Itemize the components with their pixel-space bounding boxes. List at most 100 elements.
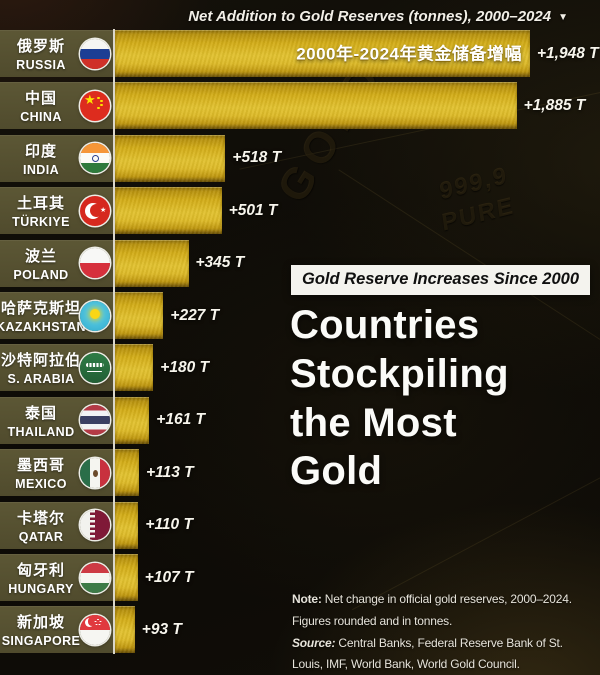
country-name-zh: 俄罗斯 xyxy=(16,38,65,55)
bar-russia: 2000年-2024年黄金储备增幅 xyxy=(115,30,530,77)
bar-mexico xyxy=(115,449,140,497)
country-name-zh: 中国 xyxy=(24,90,57,108)
flag-part xyxy=(93,469,98,477)
country-name-en: KAZAKHSTAN xyxy=(0,320,86,334)
country-name-en: THAILAND xyxy=(7,424,75,439)
axis-baseline xyxy=(113,29,115,654)
country-label: 墨西哥 MEXICO xyxy=(0,449,82,496)
bar-india xyxy=(115,134,226,182)
footnote-text: Central Banks, Federal Reserve Bank of S… xyxy=(335,635,563,650)
row-label-panel: 泰国 THAILAND xyxy=(0,396,113,444)
bar-saudi-arabia xyxy=(115,344,154,392)
row-thailand: 泰国 THAILAND +161 T xyxy=(0,396,600,444)
row-mexico: 墨西哥 MEXICO +113 T xyxy=(0,449,600,497)
country-name-en: TÜRKIYE xyxy=(12,215,70,230)
footnote-line: Louis, IMF, World Bank, World Gold Counc… xyxy=(292,654,598,675)
bar-hungary xyxy=(115,554,138,601)
country-name-en: MEXICO xyxy=(15,477,67,492)
footnote: Note: Net change in official gold reserv… xyxy=(292,589,598,675)
hungary-flag-icon xyxy=(80,562,110,593)
country-name-zh: 沙特阿拉伯 xyxy=(0,352,81,370)
country-name-en: QATAR xyxy=(18,529,64,544)
country-name-en: HUNGARY xyxy=(8,582,74,596)
row-label-panel: 土耳其 TÜRKIYE xyxy=(0,187,113,235)
footnote-text: Louis, IMF, World Bank, World Gold Counc… xyxy=(292,657,520,672)
china-flag-icon xyxy=(80,90,110,121)
country-name-en: CHINA xyxy=(20,110,62,125)
bar-value-label: +1,948 T xyxy=(537,44,599,62)
bar-turkiye xyxy=(115,187,222,235)
page-title-line-1: Countries xyxy=(290,303,480,347)
chart-title-label: Net Addition to Gold Reserves (tonnes), … xyxy=(188,8,552,25)
section-badge: Gold Reserve Increases Since 2000 xyxy=(291,265,591,295)
country-name-zh: 墨西哥 xyxy=(16,457,65,475)
india-flag-icon xyxy=(80,143,110,174)
russia-flag-icon xyxy=(80,38,110,69)
row-china: 中国 CHINA +1,885 T xyxy=(0,82,600,130)
row-russia: 俄罗斯 RUSSIA 2000年-2024年黄金储备增幅 +1,948 T xyxy=(0,30,600,77)
bar-value-label: +501 T xyxy=(228,201,278,219)
chart-title-dropdown[interactable]: Net Addition to Gold Reserves (tonnes), … xyxy=(188,8,568,25)
country-label: 土耳其 TÜRKIYE xyxy=(0,187,82,234)
footnote-line: Note: Net change in official gold reserv… xyxy=(292,589,598,611)
country-name-zh: 波兰 xyxy=(24,247,57,265)
row-label-panel: 中国 CHINA xyxy=(0,82,113,130)
country-label: 新加坡 SINGAPORE xyxy=(0,606,82,653)
flag-part xyxy=(87,370,102,373)
row-saudi-arabia: 沙特阿拉伯 S. ARABIA +180 T xyxy=(0,344,600,392)
bar-china xyxy=(115,82,517,130)
bar-value-label: +1,885 T xyxy=(523,96,586,114)
country-label: 哈萨克斯坦 KAZAKHSTAN xyxy=(0,292,86,339)
row-kazakhstan: 哈萨克斯坦 KAZAKHSTAN +227 T xyxy=(0,292,600,339)
bar-value-label: +345 T xyxy=(195,254,245,272)
country-name-en: POLAND xyxy=(13,267,69,282)
footnote-text: Net change in official gold reserves, 20… xyxy=(321,592,572,606)
row-label-panel: 俄罗斯 RUSSIA xyxy=(0,30,113,77)
page-title-line-4: Gold xyxy=(290,449,383,494)
bar-thailand xyxy=(115,396,150,444)
qatar-flag-icon xyxy=(80,510,110,541)
footnote-source-label: Source: xyxy=(292,635,336,650)
country-label: 俄罗斯 RUSSIA xyxy=(0,30,82,77)
country-name-en: SINGAPORE xyxy=(1,634,81,649)
kazakhstan-flag-icon xyxy=(80,300,110,331)
bar-kazakhstan xyxy=(115,292,164,339)
bar-overlay-label-zh: 2000年-2024年黄金储备增幅 xyxy=(296,44,522,63)
row-label-panel: 新加坡 SINGAPORE xyxy=(0,606,113,654)
page-title: Countries Stockpiling the Most Gold xyxy=(290,301,509,496)
singapore-flag-icon xyxy=(80,614,110,645)
country-name-zh: 泰国 xyxy=(24,404,57,422)
country-name-zh: 新加坡 xyxy=(16,614,65,632)
bar-value-label: +107 T xyxy=(144,568,194,586)
country-label: 匈牙利 HUNGARY xyxy=(0,554,82,601)
country-label: 波兰 POLAND xyxy=(0,240,82,287)
footnote-text: Figures rounded and in tonnes. xyxy=(292,613,453,628)
bar-value-label: +113 T xyxy=(146,463,194,481)
row-label-panel: 沙特阿拉伯 S. ARABIA xyxy=(0,344,113,392)
bar-qatar xyxy=(115,501,139,549)
flag-part xyxy=(90,308,100,319)
row-singapore: 新加坡 SINGAPORE +93 T xyxy=(0,606,600,654)
footnote-line: Source: Central Banks, Federal Reserve B… xyxy=(292,633,598,655)
flag-part xyxy=(87,617,96,626)
bar-value-label: +180 T xyxy=(160,358,209,376)
bar-value-label: +110 T xyxy=(145,516,193,534)
country-label: 泰国 THAILAND xyxy=(0,397,82,444)
page-title-line-2: Stockpiling xyxy=(290,351,509,396)
bar-poland xyxy=(115,239,189,287)
saudi-arabia-flag-icon xyxy=(80,352,110,383)
poland-flag-icon xyxy=(80,248,110,279)
mexico-flag-icon xyxy=(80,457,110,488)
country-name-zh: 匈牙利 xyxy=(16,562,65,579)
flag-part xyxy=(91,154,99,162)
country-name-en: INDIA xyxy=(22,162,60,177)
country-name-zh: 印度 xyxy=(24,142,57,160)
flag-part xyxy=(90,510,95,541)
row-india: 印度 INDIA +518 T xyxy=(0,134,600,182)
country-label: 印度 INDIA xyxy=(0,135,82,182)
country-name-en: S. ARABIA xyxy=(7,372,75,387)
flag-part xyxy=(97,96,100,100)
row-label-panel: 匈牙利 HUNGARY xyxy=(0,554,113,601)
row-label-panel: 波兰 POLAND xyxy=(0,239,113,287)
